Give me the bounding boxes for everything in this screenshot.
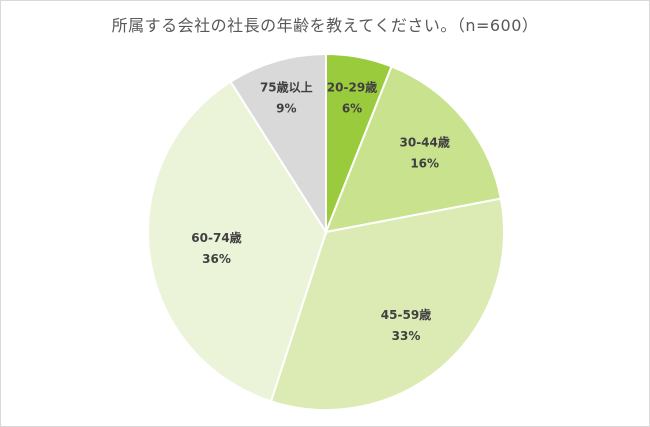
pie-slice [229,52,327,236]
slice-category-label: 20-29歳 [327,80,377,95]
pie-slices [147,52,505,411]
slice-category-label: 75歳以上 [260,79,313,94]
chart-title: 所属する会社の社長の年齢を教えてください。（n=600） [111,16,539,35]
slice-value-label: 16% [410,156,439,170]
pie-slice [324,65,503,234]
slice-category-label: 60-74歳 [191,230,241,245]
slice-value-label: 9% [276,101,296,115]
slice-category-label: 30-44歳 [400,134,450,149]
pie-labels: 20-29歳 6% 30-44歳 16% 45-59歳 33% 60-74歳 36% 75歳以上… [191,79,450,343]
slice-value-label: 6% [342,102,362,116]
slice-value-label: 36% [202,252,231,266]
pie-slice [269,197,505,411]
pie-slice [147,80,328,403]
slice-value-label: 33% [392,329,421,343]
slice-category-label: 45-59歳 [381,307,431,322]
